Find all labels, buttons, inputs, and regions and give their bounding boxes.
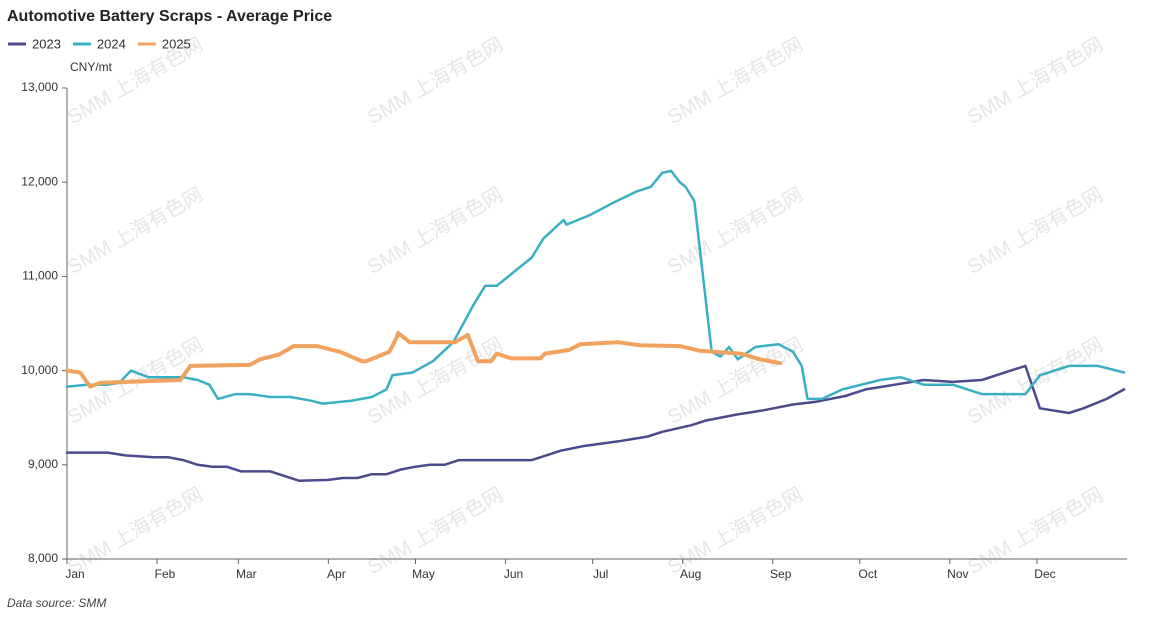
legend-label: 2023: [32, 36, 61, 51]
x-tick-label: Feb: [155, 567, 176, 581]
y-tick-label: 10,000: [21, 363, 58, 377]
series-line: [65, 330, 782, 389]
x-tick-label: Jul: [593, 567, 608, 581]
y-axis-label: CNY/mt: [70, 60, 113, 74]
watermark: SMM 上海有色网: [964, 183, 1107, 279]
series-line: [65, 169, 1126, 405]
x-tick-label: Nov: [947, 567, 968, 581]
y-tick-label: 12,000: [21, 174, 58, 188]
watermark: SMM 上海有色网: [964, 33, 1107, 129]
watermark: SMM 上海有色网: [664, 483, 807, 579]
watermarks: SMM 上海有色网 SMM 上海有色网 SMM 上海有色网 SMM 上海有色网 SMM …: [64, 33, 1107, 579]
y-tick-label: 9,000: [28, 457, 58, 471]
watermark: SMM 上海有色网: [364, 33, 507, 129]
y-tick-label: 8,000: [28, 551, 58, 565]
x-tick-label: Apr: [327, 567, 346, 581]
source-note: Data source: SMM: [7, 596, 106, 610]
watermark: SMM 上海有色网: [364, 483, 507, 579]
x-tick-label: Aug: [680, 567, 701, 581]
watermark: SMM 上海有色网: [664, 33, 807, 129]
x-tick-label: Dec: [1034, 567, 1055, 581]
series-line: [65, 364, 1126, 483]
x-tick-label: Jun: [504, 567, 523, 581]
y-tick-label: 13,000: [21, 80, 58, 94]
watermark: SMM 上海有色网: [364, 333, 507, 429]
x-tick-label: Jan: [65, 567, 84, 581]
x-tick-label: Oct: [858, 567, 877, 581]
chart-title: Automotive Battery Scraps - Average Pric…: [7, 8, 332, 25]
y-tick-label: 11,000: [22, 269, 58, 283]
watermark: SMM 上海有色网: [364, 183, 507, 279]
watermark: SMM 上海有色网: [664, 183, 807, 279]
x-tick-label: May: [412, 567, 435, 581]
watermark: SMM 上海有色网: [64, 183, 207, 279]
x-tick-label: Mar: [236, 567, 257, 581]
watermark: SMM 上海有色网: [964, 483, 1107, 579]
x-tick-label: Sep: [770, 567, 792, 581]
legend-label: 2024: [97, 36, 126, 51]
legend-label: 2025: [162, 36, 191, 51]
watermark: SMM 上海有色网: [64, 483, 207, 579]
